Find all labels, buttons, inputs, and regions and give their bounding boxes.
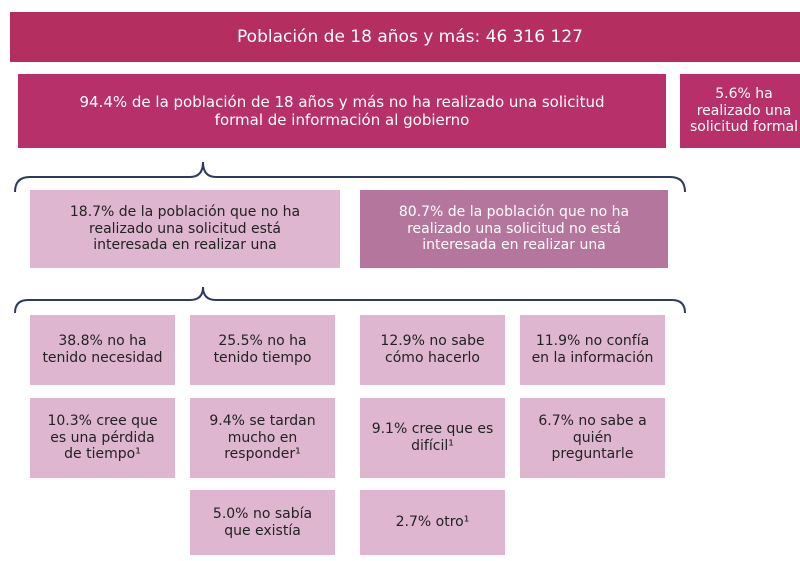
summary-right: 5.6% ha realizado una solicitud formal	[680, 74, 800, 148]
not-interested: 80.7% de la población que no ha realizad…	[360, 190, 668, 268]
reason-box: 11.9% no confía en la información	[520, 315, 665, 385]
header-title: Población de 18 años y más: 46 316 127	[10, 12, 800, 62]
reason-box: 9.1% cree que es difícil¹	[360, 398, 505, 478]
interested: 18.7% de la población que no ha realizad…	[30, 190, 340, 268]
reason-box: 2.7% otro¹	[360, 490, 505, 555]
summary-left: 94.4% de la población de 18 años y más n…	[18, 74, 666, 148]
reason-box: 12.9% no sabe cómo hacerlo	[360, 315, 505, 385]
reason-box: 9.4% se tardan mucho en responder¹	[190, 398, 335, 478]
bracket	[14, 161, 686, 193]
reason-box: 38.8% no ha tenido necesidad	[30, 315, 175, 385]
reason-box: 6.7% no sabe a quién preguntarle	[520, 398, 665, 478]
reason-box: 5.0% no sabía que existía	[190, 490, 335, 555]
bracket	[14, 286, 686, 314]
reason-box: 10.3% cree que es una pérdida de tiempo¹	[30, 398, 175, 478]
reason-box: 25.5% no ha tenido tiempo	[190, 315, 335, 385]
